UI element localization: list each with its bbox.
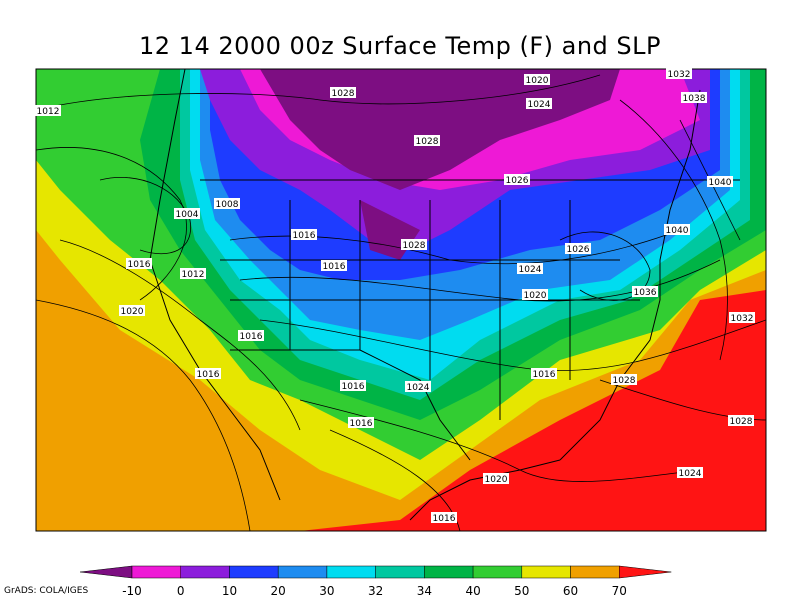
- isobar-label: 1012: [180, 268, 206, 280]
- colorbar-cell: [619, 565, 672, 579]
- colorbar-tick-label: 30: [319, 584, 334, 598]
- isobar-label: 1028: [728, 415, 754, 427]
- isobar-label-text: 1026: [567, 245, 590, 255]
- colorbar-tick-label: 34: [417, 584, 432, 598]
- isobar-label-text: 1016: [323, 262, 346, 272]
- isobar-label: 1016: [348, 417, 374, 429]
- isobar-label-text: 1020: [524, 291, 547, 301]
- colorbar-tick-label: 50: [514, 584, 529, 598]
- isobar-label-text: 1004: [176, 210, 199, 220]
- colorbar-cell: [79, 565, 133, 579]
- isobar-label-text: 1020: [121, 307, 144, 317]
- isobar-label: 1020: [522, 289, 548, 301]
- isobar-label: 1004: [174, 208, 200, 220]
- colorbar-cell: [375, 565, 425, 579]
- isobar-label-text: 1036: [634, 288, 657, 298]
- colorbar-cell: [326, 565, 376, 579]
- isobar-label-text: 1028: [416, 137, 439, 147]
- isobar-label-text: 1012: [37, 107, 60, 117]
- isobar-label: 1016: [340, 380, 366, 392]
- colorbar-tick-label: 40: [465, 584, 480, 598]
- colorbar-cell: [277, 565, 328, 579]
- isobar-label: 1024: [677, 467, 703, 479]
- isobar-label-text: 1024: [407, 383, 430, 393]
- colorbar-tick-label: 60: [563, 584, 578, 598]
- isobar-label: 1024: [526, 98, 552, 110]
- isobar-label: 1028: [611, 374, 637, 386]
- colorbar: -10 0 10 20 30 32 34 40 50 60 70: [79, 565, 672, 598]
- isobar-label-text: 1024: [679, 469, 702, 479]
- isobar-label: 1028: [414, 135, 440, 147]
- isobar-label-text: 1038: [683, 94, 706, 104]
- isobar-label: 1020: [483, 473, 509, 485]
- isobar-label: 1026: [565, 243, 591, 255]
- temperature-fill: [36, 69, 766, 531]
- colorbar-cell: [180, 565, 230, 579]
- isobar-label: 1016: [195, 368, 221, 380]
- isobar-label: 1008: [214, 198, 240, 210]
- isobar-label-text: 1032: [668, 70, 691, 80]
- geography-lines: [149, 69, 740, 521]
- isobar-label-text: 1040: [666, 226, 689, 236]
- isobar-label: 1016: [126, 258, 152, 270]
- isobar-label-text: 1040: [709, 178, 732, 188]
- isobar-label-text: 1028: [403, 241, 426, 251]
- isobar-label-text: 1028: [730, 417, 753, 427]
- isobar-label: 1036: [632, 286, 658, 298]
- isobar-label: 1016: [238, 330, 264, 342]
- colorbar-tick-label: 20: [271, 584, 286, 598]
- isobar-labels: 1020 1032 1028 1024 1038 1012 1028 1026 1040 1004…: [35, 68, 755, 524]
- isobar-label: 1016: [321, 260, 347, 272]
- colorbar-cell: [131, 565, 181, 579]
- isobar-label-text: 1028: [332, 89, 355, 99]
- colorbar-cell: [570, 565, 620, 579]
- colorbar-tick-label: 10: [222, 584, 237, 598]
- colorbar-cell: [424, 565, 474, 579]
- isobar-label: 1040: [707, 176, 733, 188]
- colorbar-tick-label: 70: [612, 584, 627, 598]
- credit-text: GrADS: COLA/IGES: [4, 586, 89, 596]
- colorbar-tick-label: 0: [177, 584, 185, 598]
- isobar-label-text: 1016: [293, 231, 316, 241]
- isobar-label-text: 1032: [731, 314, 754, 324]
- isobar-label-text: 1020: [526, 76, 549, 86]
- isobar-label-text: 1028: [613, 376, 636, 386]
- isobar-label: 1038: [681, 92, 707, 104]
- isobar-label: 1032: [666, 68, 692, 80]
- isobar-label-text: 1016: [433, 514, 456, 524]
- isobar-label-text: 1016: [342, 382, 365, 392]
- isobar-label: 1024: [405, 381, 431, 393]
- isobar-label-text: 1016: [128, 260, 151, 270]
- isobar-label: 1028: [330, 87, 356, 99]
- colorbar-tick-label: -10: [122, 584, 142, 598]
- isobar-label: 1026: [504, 174, 530, 186]
- isobar-label-text: 1016: [350, 419, 373, 429]
- isobar-label: 1028: [401, 239, 427, 251]
- isobar-label: 1020: [119, 305, 145, 317]
- isobar-label: 1032: [729, 312, 755, 324]
- colorbar-cell: [472, 565, 523, 579]
- map-frame: [35, 68, 767, 532]
- isobar-label-text: 1016: [533, 370, 556, 380]
- map-title: 12 14 2000 00z Surface Temp (F) and SLP: [139, 32, 661, 60]
- isobar-label: 1024: [517, 263, 543, 275]
- isobar-label-text: 1024: [519, 265, 542, 275]
- isobar-label: 1040: [664, 224, 690, 236]
- isobar-label-text: 1008: [216, 200, 239, 210]
- isobar-label: 1012: [35, 105, 61, 117]
- isobar-label-text: 1024: [528, 100, 551, 110]
- isobar-label: 1016: [291, 229, 317, 241]
- isobar-label: 1020: [524, 74, 550, 86]
- colorbar-cell: [521, 565, 571, 579]
- colorbar-tick-label: 32: [368, 584, 383, 598]
- isobar-label-text: 1020: [485, 475, 508, 485]
- isobar-label: 1016: [431, 512, 457, 524]
- isobar-label-text: 1016: [197, 370, 220, 380]
- isobar-label-text: 1026: [506, 176, 529, 186]
- colorbar-cell: [229, 565, 279, 579]
- isobar-label-text: 1016: [240, 332, 263, 342]
- isobar-label-text: 1012: [182, 270, 205, 280]
- isobar-label: 1016: [531, 368, 557, 380]
